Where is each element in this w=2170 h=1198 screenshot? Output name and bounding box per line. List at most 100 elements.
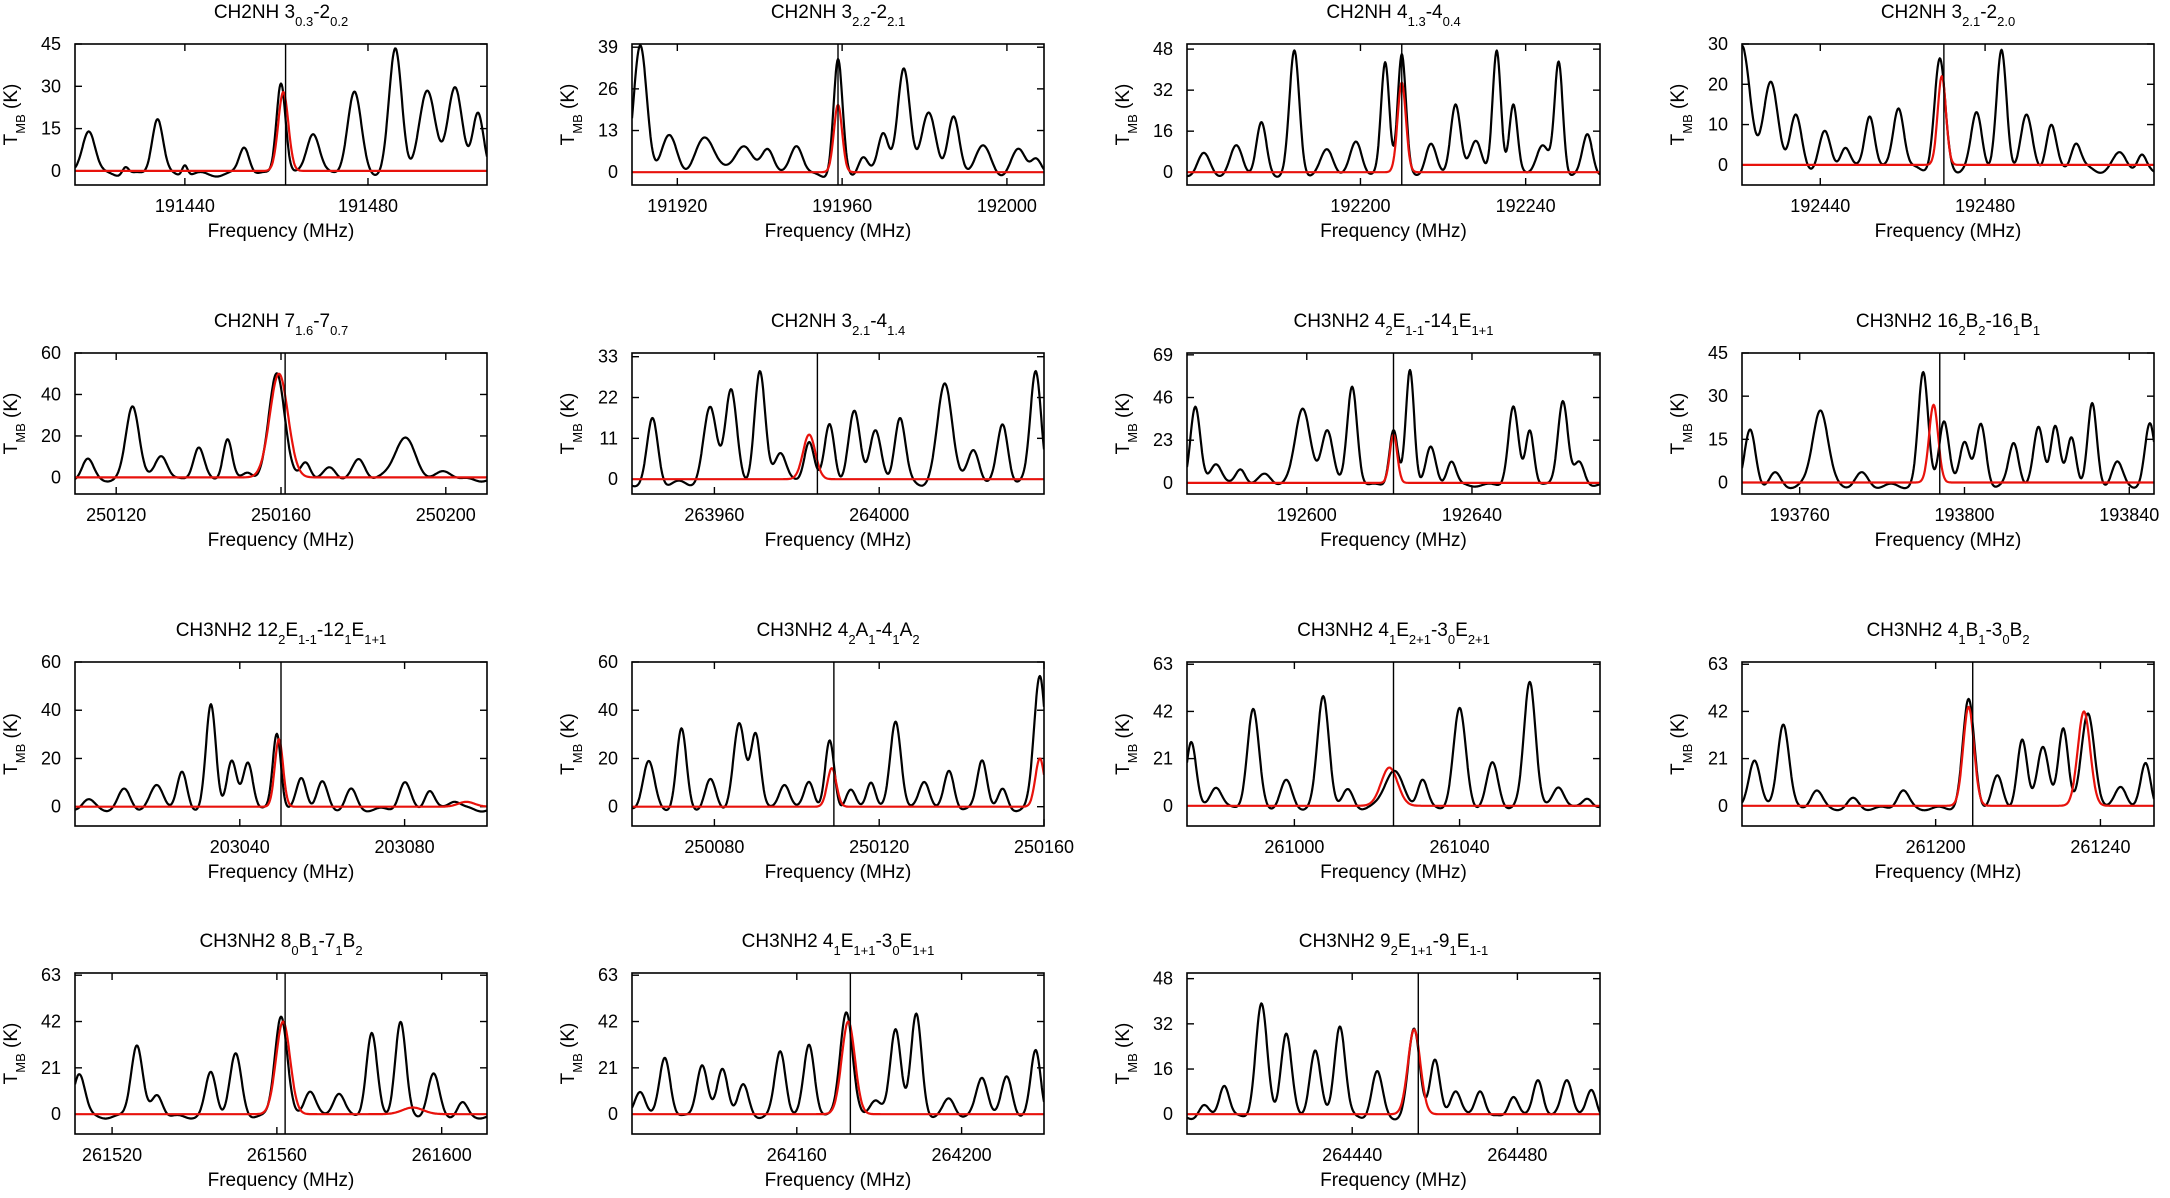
title-text: CH2NH 3 [214, 2, 295, 23]
panel-title: CH2NH 71.6-70.7 [214, 311, 348, 338]
title-subscript: 2 [848, 632, 855, 647]
model-spectrum-line [632, 1020, 1044, 1116]
y-tick-label: 22 [598, 388, 618, 408]
y-tick-label: 45 [41, 34, 61, 54]
y-axis-symbol: T [1, 442, 22, 454]
y-tick-label: 63 [1153, 654, 1173, 674]
panel-title: CH3NH2 42E1-1-141E1+1 [1293, 311, 1493, 338]
y-axis-unit: (K) [1668, 713, 1689, 744]
y-axis-label: TMB (K) [1668, 393, 1695, 455]
x-axis-label: Frequency (MHz) [1320, 862, 1467, 883]
y-tick-label: 10 [1708, 115, 1728, 135]
observed-spectrum-line [632, 1011, 1044, 1120]
panel-title: CH2NH 41.3-40.4 [1326, 2, 1460, 29]
x-tick-label: 261240 [2070, 837, 2130, 857]
y-axis-subscript: MB [1680, 744, 1695, 764]
title-text: -2 [1980, 2, 1997, 23]
title-text: CH2NH 3 [771, 2, 852, 23]
title-text: B [299, 931, 312, 952]
y-tick-label: 48 [1153, 969, 1173, 989]
x-tick-label: 192240 [1496, 196, 1556, 216]
title-text: CH3NH2 16 [1856, 311, 1958, 332]
y-axis-symbol: T [1668, 763, 1689, 775]
title-text: CH3NH2 4 [1297, 620, 1389, 641]
model-spectrum-line [632, 757, 1044, 808]
plot-frame [631, 972, 1045, 1135]
title-subscript: 1 [311, 943, 318, 958]
title-text: E [841, 931, 854, 952]
title-subscript: 1 [2033, 323, 2040, 338]
title-subscript: 1-1 [1405, 323, 1424, 338]
model-spectrum-line [75, 372, 487, 479]
title-text: -12 [317, 620, 344, 641]
title-subscript: 2.2 [852, 14, 870, 29]
plot-frame [1186, 972, 1601, 1135]
title-subscript: 2+1 [1468, 632, 1490, 647]
y-axis-symbol: T [1, 763, 22, 775]
title-subscript: 2 [1385, 323, 1392, 338]
title-text: CH2NH 3 [771, 311, 852, 332]
model-spectrum-line [1742, 75, 2154, 166]
observed-spectrum-line [1742, 697, 2154, 812]
title-subscript: 0.4 [1443, 14, 1461, 29]
x-tick-label: 191960 [812, 196, 872, 216]
panel-title: CH2NH 32.1-41.4 [771, 311, 905, 338]
title-text: B [2020, 311, 2033, 332]
x-tick-label: 250200 [416, 505, 476, 525]
title-text: -3 [1985, 620, 2002, 641]
x-axis-label: Frequency (MHz) [208, 862, 355, 883]
y-axis-unit: (K) [558, 1023, 579, 1054]
y-axis-subscript: MB [1125, 423, 1140, 443]
title-text: CH3NH2 4 [1866, 620, 1958, 641]
x-tick-label: 264000 [849, 505, 909, 525]
y-axis-label: TMB (K) [1113, 1023, 1140, 1085]
y-tick-label: 42 [41, 1012, 61, 1032]
y-tick-label: 0 [51, 797, 61, 817]
title-subscript: 1+1 [1471, 323, 1493, 338]
x-tick-label: 250120 [86, 505, 146, 525]
panel-title: CH3NH2 162B2-161B1 [1856, 311, 2040, 338]
title-text: E [1393, 311, 1406, 332]
y-axis-symbol: T [1668, 133, 1689, 145]
y-tick-label: 0 [1718, 472, 1728, 492]
plot-frame [1186, 352, 1601, 495]
title-text: -2 [870, 2, 887, 23]
y-tick-label: 11 [599, 428, 618, 448]
plot-frame [74, 972, 488, 1135]
title-text: E [1398, 931, 1411, 952]
x-tick-label: 250120 [849, 837, 909, 857]
title-text: -16 [1985, 311, 2012, 332]
title-subscript: 1+1 [912, 943, 934, 958]
x-tick-label: 192600 [1277, 505, 1337, 525]
y-tick-label: 60 [41, 343, 61, 363]
x-tick-label: 250080 [684, 837, 744, 857]
y-tick-label: 0 [608, 469, 618, 489]
y-tick-label: 63 [41, 965, 61, 985]
observed-spectrum-line [75, 47, 487, 178]
y-tick-label: 0 [51, 467, 61, 487]
y-tick-label: 0 [1718, 796, 1728, 816]
title-text: -7 [318, 931, 335, 952]
observed-spectrum-line [632, 370, 1044, 488]
spectrum-panel: CH2NH 32.1-22.0 0 10 20 30 192440 192480 Freque… [1668, 2, 2155, 242]
model-spectrum-line [1742, 403, 2154, 484]
y-tick-label: 0 [51, 161, 61, 181]
title-subscript: 1 [1450, 943, 1457, 958]
title-subscript: 2+1 [1409, 632, 1431, 647]
y-axis-unit: (K) [558, 84, 579, 115]
title-subscript: 2.1 [1962, 14, 1980, 29]
y-tick-label: 20 [1708, 74, 1728, 94]
title-text: B [343, 931, 356, 952]
y-tick-label: 0 [1163, 796, 1173, 816]
x-tick-label: 261520 [82, 1145, 142, 1165]
plot-frame [1186, 43, 1601, 186]
y-axis-symbol: T [1113, 442, 1134, 454]
y-axis-symbol: T [558, 1072, 579, 1084]
title-text: -9 [1433, 931, 1450, 952]
y-axis-label: TMB (K) [1, 1023, 28, 1085]
observed-spectrum-line [1742, 371, 2154, 490]
title-text: CH3NH2 9 [1299, 931, 1391, 952]
